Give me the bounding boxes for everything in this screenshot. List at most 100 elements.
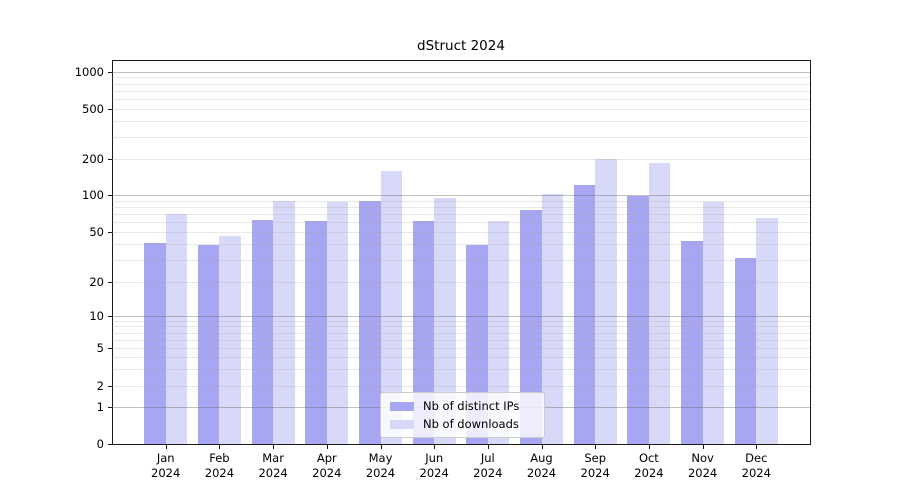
gridline-minor-30 <box>112 259 810 261</box>
gridline-minor-8 <box>112 326 810 328</box>
gridline-minor-70 <box>112 213 810 215</box>
y-tick-label-50: 50 <box>89 224 104 239</box>
y-tick-label-500: 500 <box>82 101 104 116</box>
x-tick-label-may: May 2024 <box>365 451 396 480</box>
gridline-minor-800 <box>112 83 810 85</box>
x-tick-label-apr: Apr 2024 <box>312 451 342 480</box>
x-tick-mark-aug <box>541 445 543 449</box>
bar-downloads-may <box>380 170 402 444</box>
y-tick-label-5: 5 <box>96 341 104 356</box>
y-tick-mark-20 <box>108 281 112 283</box>
y-tick-mark-100 <box>108 195 112 196</box>
spine-right <box>810 60 811 445</box>
gridline-minor-7 <box>112 332 810 334</box>
x-tick-mark-oct <box>648 445 650 449</box>
y-tick-label-100: 100 <box>82 188 104 202</box>
bar-downloads-oct <box>648 163 671 444</box>
y-tick-label-0: 0 <box>96 437 104 451</box>
legend-label-downloads: Nb of downloads <box>423 417 519 431</box>
x-tick-label-jun: Jun 2024 <box>419 451 449 480</box>
gridline-minor-4 <box>112 357 810 359</box>
bar-downloads-jan <box>165 213 188 444</box>
gridline-minor-400 <box>112 120 810 122</box>
gridline-minor-60 <box>112 222 810 223</box>
x-tick-label-sep: Sep 2024 <box>580 451 610 480</box>
gridline-minor-3 <box>112 369 810 371</box>
spine-bottom <box>112 444 811 445</box>
y-tick-mark-1000 <box>108 71 112 73</box>
gridline-minor-2 <box>112 385 810 387</box>
bar-distinct-ips-apr <box>305 221 327 444</box>
gridline-minor-80 <box>112 206 810 208</box>
x-tick-label-oct: Oct 2024 <box>634 451 664 480</box>
chart-title: dStruct 2024 <box>417 38 505 54</box>
legend-swatch-downloads <box>390 419 414 429</box>
gridline-major-1000 <box>112 71 810 73</box>
y-tick-mark-10 <box>108 316 112 317</box>
bar-distinct-ips-aug <box>520 210 542 444</box>
y-tick-mark-50 <box>108 231 112 233</box>
bar-downloads-jul <box>487 221 510 444</box>
gridline-minor-700 <box>112 90 810 92</box>
bar-downloads-apr <box>326 201 349 444</box>
bar-downloads-feb <box>219 236 241 444</box>
bar-downloads-sep <box>595 158 617 444</box>
x-tick-mark-feb <box>219 445 221 449</box>
legend: Nb of distinct IPs Nb of downloads <box>380 392 545 438</box>
x-tick-mark-dec <box>756 445 758 449</box>
gridline-minor-9 <box>112 320 810 322</box>
x-tick-mark-jul <box>487 445 489 449</box>
y-tick-mark-200 <box>108 159 112 160</box>
y-tick-label-1000: 1000 <box>74 64 104 79</box>
bar-distinct-ips-feb <box>197 245 220 444</box>
gridline-minor-6 <box>112 339 810 341</box>
y-tick-mark-500 <box>108 108 112 110</box>
gridline-minor-900 <box>112 77 810 79</box>
y-tick-label-200: 200 <box>82 152 104 166</box>
bar-distinct-ips-oct <box>627 195 649 444</box>
y-tick-label-20: 20 <box>89 274 104 289</box>
gridline-minor-300 <box>112 136 810 138</box>
y-tick-mark-2 <box>108 385 112 387</box>
bar-downloads-mar <box>273 200 295 444</box>
x-tick-label-aug: Aug 2024 <box>526 451 557 480</box>
y-tick-mark-5 <box>108 348 112 350</box>
bar-downloads-jun <box>434 197 456 444</box>
bar-downloads-nov <box>702 202 725 444</box>
y-tick-label-10: 10 <box>89 309 104 323</box>
y-tick-label-1: 1 <box>96 399 104 414</box>
bar-distinct-ips-sep <box>573 184 596 444</box>
spine-top <box>112 60 810 61</box>
gridline-major-10 <box>112 316 810 317</box>
bar-distinct-ips-nov <box>681 241 703 444</box>
bar-distinct-ips-jun <box>412 221 435 444</box>
x-tick-mark-jun <box>434 445 436 449</box>
gridline-minor-90 <box>112 200 810 202</box>
x-tick-label-dec: Dec 2024 <box>741 451 771 480</box>
legend-row-downloads: Nb of downloads <box>390 415 534 433</box>
y-tick-mark-1 <box>108 406 112 408</box>
gridline-major-100 <box>112 195 810 196</box>
bar-downloads-aug <box>541 194 563 444</box>
bar-downloads-dec <box>756 217 778 444</box>
gridline-minor-40 <box>112 243 810 245</box>
x-tick-label-feb: Feb 2024 <box>204 451 235 480</box>
bar-distinct-ips-dec <box>734 257 757 444</box>
y-tick-mark-0 <box>108 444 112 445</box>
gridline-minor-200 <box>112 159 810 160</box>
x-tick-label-nov: Nov 2024 <box>687 451 718 480</box>
plot-area <box>112 60 810 444</box>
x-tick-label-mar: Mar 2024 <box>258 451 288 480</box>
spine-left <box>112 60 113 444</box>
legend-swatch-distinct-ips <box>390 401 414 411</box>
gridline-minor-500 <box>112 108 810 110</box>
x-tick-mark-mar <box>273 445 275 449</box>
x-tick-mark-may <box>380 445 382 449</box>
gridline-minor-5 <box>112 348 810 350</box>
x-tick-label-jan: Jan 2024 <box>151 451 181 480</box>
x-tick-label-jul: Jul 2024 <box>473 451 503 480</box>
gridline-minor-20 <box>112 281 810 283</box>
gridline-minor-600 <box>112 99 810 100</box>
legend-label-distinct-ips: Nb of distinct IPs <box>423 399 520 413</box>
